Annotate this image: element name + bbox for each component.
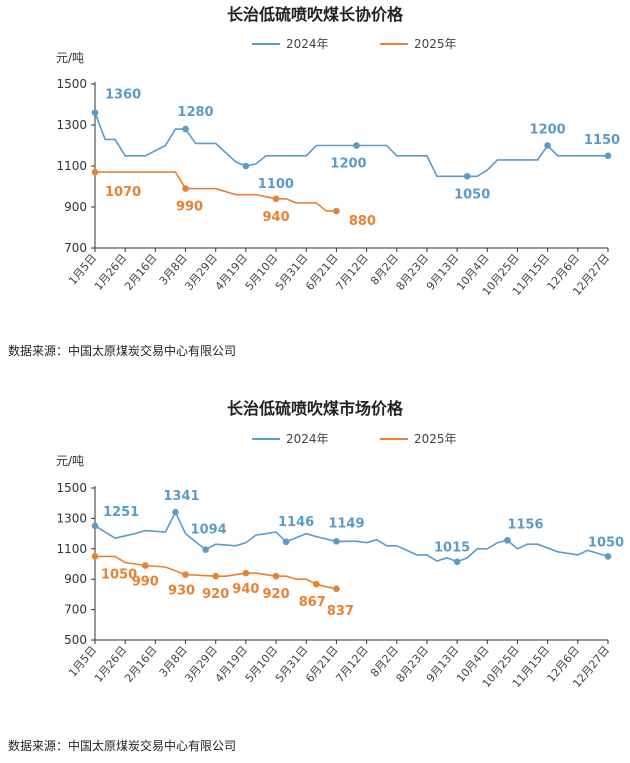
y-tick-label: 900 bbox=[64, 572, 87, 586]
data-point-marker bbox=[182, 571, 189, 578]
y-tick-label: 700 bbox=[64, 241, 87, 255]
data-label: 930 bbox=[168, 584, 195, 599]
chart-title: 长治低硫喷吹煤长协价格 bbox=[227, 5, 404, 24]
legend-label: 2024年 bbox=[286, 432, 329, 446]
data-point-marker bbox=[91, 522, 99, 530]
data-point-marker bbox=[242, 569, 250, 577]
data-source-note-2: 数据来源：中国太原煤炭交易中心有限公司 bbox=[8, 739, 237, 753]
x-tick-label: 7月12日 bbox=[333, 644, 371, 685]
x-tick-label: 2月16日 bbox=[122, 252, 160, 293]
y-tick-label: 500 bbox=[64, 633, 87, 647]
data-point-marker bbox=[333, 538, 340, 545]
data-point-marker bbox=[91, 109, 99, 116]
data-label: 990 bbox=[176, 200, 203, 215]
legend-item-2024: 2024年 bbox=[252, 432, 329, 446]
data-label: 1200 bbox=[330, 157, 366, 172]
data-point-marker bbox=[272, 572, 280, 580]
data-source-note-1: 数据来源：中国太原煤炭交易中心有限公司 bbox=[8, 344, 237, 358]
legend-label: 2024年 bbox=[286, 37, 329, 51]
data-point-marker bbox=[141, 562, 149, 569]
chart-title: 长治低硫喷吹煤市场价格 bbox=[227, 399, 404, 418]
y-tick-label: 1100 bbox=[56, 159, 87, 173]
data-point-marker bbox=[504, 536, 511, 544]
data-label: 1094 bbox=[191, 523, 227, 538]
y-tick-label: 1500 bbox=[56, 77, 87, 91]
data-label: 1156 bbox=[507, 517, 543, 532]
data-point-marker bbox=[272, 195, 280, 203]
data-label: 920 bbox=[202, 587, 229, 602]
y-tick-label: 1300 bbox=[56, 511, 87, 525]
data-label: 880 bbox=[349, 214, 376, 229]
data-label: 1341 bbox=[163, 489, 199, 504]
data-point-marker bbox=[182, 125, 189, 133]
long-term-price-chart: 长治低硫喷吹煤长协价格 2024年 2025年元/吨 700 900 1100 1300 15… bbox=[0, 0, 630, 370]
data-point-marker bbox=[453, 558, 461, 566]
legend-label: 2025年 bbox=[414, 37, 457, 51]
data-label: 1050 bbox=[454, 187, 490, 202]
y-tick-label: 1300 bbox=[56, 118, 87, 132]
data-label: 1050 bbox=[101, 567, 137, 582]
data-label: 1251 bbox=[103, 505, 139, 520]
market-price-chart: 长治低硫喷吹煤市场价格 2024年 2025年元/吨 500 700 900 1100 130… bbox=[0, 390, 630, 763]
data-point-marker bbox=[91, 168, 99, 176]
data-label: 1015 bbox=[434, 541, 470, 556]
legend-item-2025: 2025年 bbox=[380, 432, 457, 446]
data-label: 867 bbox=[299, 595, 326, 610]
data-point-marker bbox=[202, 546, 209, 554]
data-point-marker bbox=[463, 172, 471, 180]
y-tick-label: 1500 bbox=[56, 481, 87, 495]
legend-label: 2025年 bbox=[414, 432, 457, 446]
data-point-marker bbox=[242, 162, 250, 170]
legend-item-2025: 2025年 bbox=[380, 37, 457, 51]
data-point-marker bbox=[91, 553, 99, 560]
data-point-marker bbox=[333, 585, 340, 593]
data-point-marker bbox=[333, 207, 340, 215]
data-point-marker bbox=[604, 152, 612, 160]
data-label: 920 bbox=[262, 587, 289, 602]
data-label: 1149 bbox=[328, 516, 364, 531]
x-tick-label: 2月16日 bbox=[122, 644, 160, 685]
x-tick-label: 7月12日 bbox=[333, 252, 371, 293]
data-point-marker bbox=[604, 553, 612, 560]
data-label: 1280 bbox=[177, 105, 213, 120]
y-tick-label: 900 bbox=[64, 200, 87, 214]
data-label: 837 bbox=[327, 604, 354, 619]
y-axis-unit: 元/吨 bbox=[56, 454, 84, 468]
data-point-marker bbox=[353, 142, 360, 149]
y-tick-label: 700 bbox=[64, 603, 87, 617]
data-point-marker bbox=[312, 580, 320, 588]
data-label: 940 bbox=[232, 582, 259, 597]
data-point-marker bbox=[212, 572, 220, 580]
data-point-marker bbox=[544, 142, 551, 149]
data-label: 1146 bbox=[278, 515, 314, 530]
y-axis-unit: 元/吨 bbox=[56, 51, 84, 65]
data-point-marker bbox=[282, 538, 290, 546]
series-line-2024 bbox=[94, 510, 609, 563]
data-label: 1070 bbox=[105, 185, 141, 200]
data-label: 1360 bbox=[105, 88, 141, 103]
data-label: 1050 bbox=[588, 535, 624, 550]
data-label: 940 bbox=[262, 210, 289, 225]
y-tick-label: 1100 bbox=[56, 542, 87, 556]
data-label: 990 bbox=[132, 575, 159, 590]
data-label: 1100 bbox=[258, 177, 294, 192]
data-label: 1200 bbox=[530, 123, 566, 138]
data-label: 1150 bbox=[584, 133, 620, 148]
series-line-2024 bbox=[94, 112, 608, 178]
legend-item-2024: 2024年 bbox=[252, 37, 329, 51]
data-point-marker bbox=[172, 508, 179, 516]
data-point-marker bbox=[182, 185, 189, 192]
